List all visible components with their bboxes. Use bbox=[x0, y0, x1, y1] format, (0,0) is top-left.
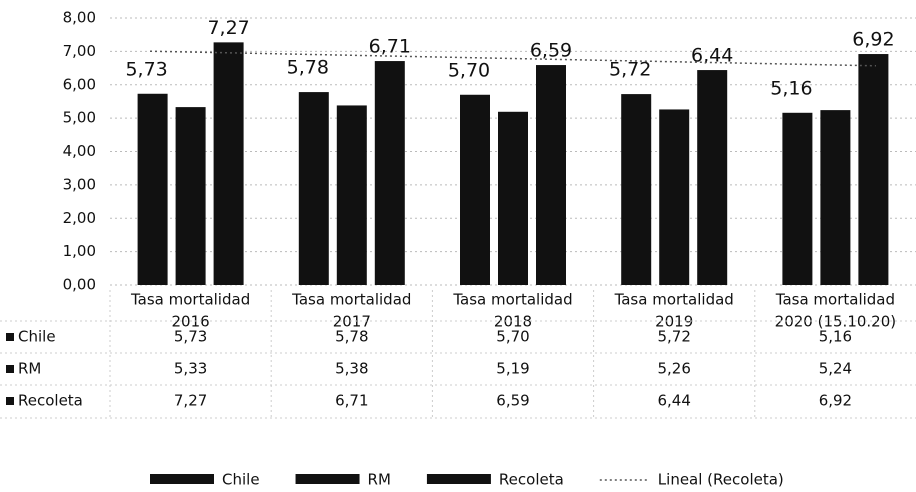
bar bbox=[820, 110, 851, 286]
y-tick-label: 1,00 bbox=[63, 242, 96, 260]
y-tick-label: 6,00 bbox=[63, 75, 96, 93]
table-cell: 6,59 bbox=[496, 392, 529, 410]
legend-label: Lineal (Recoleta) bbox=[658, 471, 784, 489]
x-tick-label: Tasa mortalidad bbox=[452, 291, 572, 309]
row-swatch bbox=[6, 365, 14, 373]
bar bbox=[621, 94, 652, 285]
data-label: 5,72 bbox=[609, 59, 651, 81]
bar bbox=[298, 92, 329, 285]
table-cell: 5,72 bbox=[657, 328, 690, 346]
row-swatch bbox=[6, 397, 14, 405]
legend-label: Recoleta bbox=[499, 471, 564, 489]
bar bbox=[336, 105, 367, 285]
table-cell: 5,38 bbox=[335, 360, 368, 378]
row-label: Chile bbox=[18, 328, 56, 346]
row-swatch bbox=[6, 333, 14, 341]
y-tick-label: 7,00 bbox=[63, 42, 96, 60]
y-tick-label: 5,00 bbox=[63, 109, 96, 127]
row-label: RM bbox=[18, 360, 41, 378]
data-label: 6,92 bbox=[852, 29, 894, 51]
y-tick-label: 4,00 bbox=[63, 142, 96, 160]
x-tick-label: 2019 bbox=[655, 313, 693, 331]
table-cell: 5,24 bbox=[819, 360, 852, 378]
x-tick-label: Tasa mortalidad bbox=[775, 291, 895, 309]
legend-label: Chile bbox=[222, 471, 260, 489]
data-label: 6,59 bbox=[530, 40, 572, 62]
table-cell: 5,19 bbox=[496, 360, 529, 378]
bar bbox=[498, 111, 528, 285]
bar bbox=[536, 65, 566, 285]
x-tick-label: 2018 bbox=[494, 313, 532, 331]
legend-swatch bbox=[295, 474, 360, 484]
x-tick-label: Tasa mortalidad bbox=[614, 291, 734, 309]
data-label: 6,44 bbox=[691, 45, 733, 67]
table-cell: 6,44 bbox=[657, 392, 690, 410]
table-cell: 5,16 bbox=[819, 328, 852, 346]
bar bbox=[213, 42, 244, 285]
y-tick-label: 0,00 bbox=[63, 276, 96, 294]
bar bbox=[659, 109, 690, 285]
y-tick-label: 3,00 bbox=[63, 175, 96, 193]
row-label: Recoleta bbox=[18, 392, 83, 410]
bar bbox=[460, 94, 490, 285]
data-label: 6,71 bbox=[369, 36, 411, 58]
legend-swatch bbox=[150, 474, 214, 484]
table-cell: 5,70 bbox=[496, 328, 529, 346]
bar bbox=[374, 61, 405, 286]
legend-swatch bbox=[426, 474, 491, 484]
bar bbox=[782, 112, 813, 285]
data-label: 5,70 bbox=[448, 59, 490, 81]
bar bbox=[175, 107, 206, 285]
x-tick-label: Tasa mortalidad bbox=[291, 291, 411, 309]
y-tick-label: 8,00 bbox=[63, 9, 96, 27]
y-tick-label: 2,00 bbox=[63, 209, 96, 227]
table-cell: 5,73 bbox=[174, 328, 207, 346]
data-label: 7,27 bbox=[207, 17, 249, 39]
table-cell: 7,27 bbox=[174, 392, 207, 410]
table-cell: 6,92 bbox=[819, 392, 852, 410]
data-label: 5,78 bbox=[287, 57, 329, 79]
table-cell: 5,78 bbox=[335, 328, 368, 346]
trendline bbox=[149, 50, 877, 67]
x-tick-label: Tasa mortalidad bbox=[130, 291, 250, 309]
bar bbox=[137, 93, 168, 285]
data-label: 5,16 bbox=[770, 77, 812, 99]
bar bbox=[697, 70, 728, 285]
table-cell: 5,26 bbox=[657, 360, 690, 378]
table-cell: 5,33 bbox=[174, 360, 207, 378]
data-label: 5,73 bbox=[125, 58, 167, 80]
bar bbox=[858, 54, 889, 285]
legend-label: RM bbox=[368, 471, 391, 489]
table-cell: 6,71 bbox=[335, 392, 368, 410]
